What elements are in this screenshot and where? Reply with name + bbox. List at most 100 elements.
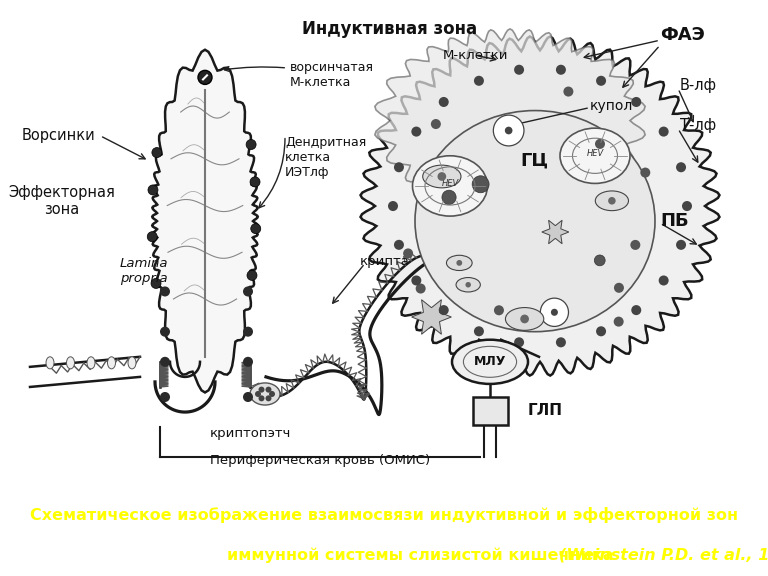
Text: Схематическое изображение взаимосвязи индуктивной и эффекторной зон: Схематическое изображение взаимосвязи ин… [30,507,738,523]
Text: ГЛП: ГЛП [528,403,563,418]
Circle shape [472,176,489,193]
Text: М-клетки: М-клетки [442,49,508,62]
Circle shape [641,168,650,177]
Ellipse shape [560,128,630,183]
Circle shape [520,314,529,323]
Text: крипта: крипта [360,255,410,268]
Ellipse shape [87,357,95,369]
Circle shape [541,298,568,327]
Text: Дендритная
клетка
ИЭТлф: Дендритная клетка ИЭТлф [285,136,366,179]
Circle shape [514,338,524,347]
Circle shape [251,223,261,234]
Circle shape [160,286,170,297]
Circle shape [415,283,425,294]
Polygon shape [360,36,720,376]
Circle shape [595,139,605,149]
Circle shape [614,283,624,293]
Circle shape [456,260,462,266]
Ellipse shape [505,308,544,330]
Ellipse shape [452,340,528,384]
Ellipse shape [446,255,472,271]
Circle shape [596,76,606,86]
Text: ГЦ: ГЦ [520,152,548,170]
Circle shape [243,392,253,402]
Circle shape [442,190,456,204]
Text: Эффекторная
зона: Эффекторная зона [8,185,115,217]
Circle shape [596,326,606,336]
Text: криптопэтч: криптопэтч [210,427,290,440]
Circle shape [198,70,212,85]
Circle shape [403,248,413,259]
Circle shape [394,240,404,250]
Circle shape [152,147,162,158]
Circle shape [614,317,624,327]
Ellipse shape [108,357,115,369]
Circle shape [243,357,253,367]
Circle shape [493,115,524,146]
Circle shape [259,386,264,393]
Ellipse shape [412,156,488,216]
Circle shape [394,162,404,172]
Text: ворсинчатая
М-клетка: ворсинчатая М-клетка [224,62,374,89]
Circle shape [148,185,158,195]
Text: ПБ: ПБ [660,212,689,230]
Circle shape [659,127,669,137]
Circle shape [608,197,616,204]
Circle shape [514,65,524,75]
Ellipse shape [250,383,280,405]
Polygon shape [472,397,508,425]
Circle shape [266,395,272,401]
Circle shape [160,327,170,337]
Circle shape [474,326,484,336]
Ellipse shape [422,165,461,188]
Circle shape [631,305,641,315]
Circle shape [259,395,264,401]
Circle shape [551,309,558,316]
Text: ФАЭ: ФАЭ [660,26,705,44]
Ellipse shape [128,357,136,369]
Circle shape [505,127,512,134]
Circle shape [556,338,566,347]
Circle shape [564,86,574,97]
Circle shape [243,286,253,297]
Text: Lamina
propria: Lamina propria [120,257,168,285]
Circle shape [431,119,441,129]
Circle shape [439,97,449,107]
Text: МЛУ: МЛУ [474,355,506,368]
Ellipse shape [456,278,480,292]
Circle shape [494,305,504,315]
Circle shape [682,201,692,211]
Circle shape [439,305,449,315]
Text: Ворсинки: Ворсинки [22,128,96,143]
Ellipse shape [46,357,54,369]
Text: (Weinstein P.D. et al., 1991): (Weinstein P.D. et al., 1991) [559,548,768,563]
Circle shape [474,76,484,86]
Text: HEV: HEV [442,180,458,188]
Circle shape [266,386,272,393]
Text: Индуктивная зона: Индуктивная зона [303,20,478,38]
Text: В-лф: В-лф [680,78,717,93]
Circle shape [388,201,398,211]
Circle shape [160,357,170,367]
Text: Т-лф: Т-лф [680,118,716,133]
Text: иммунной системы слизистой кишечника: иммунной системы слизистой кишечника [227,547,619,563]
Polygon shape [542,220,569,244]
Polygon shape [412,300,452,334]
Circle shape [465,282,471,287]
Polygon shape [152,50,258,392]
Circle shape [151,278,161,289]
Circle shape [631,240,641,250]
Ellipse shape [595,191,628,211]
Circle shape [147,232,157,242]
Circle shape [659,275,669,286]
Circle shape [676,240,686,250]
Circle shape [269,391,275,397]
Circle shape [556,65,566,75]
Circle shape [676,162,686,172]
Text: Периферическая кровь (ОМИС): Периферическая кровь (ОМИС) [210,454,430,467]
Circle shape [247,270,257,281]
Circle shape [412,275,422,286]
Text: купол: купол [590,98,634,112]
Circle shape [255,391,261,397]
Circle shape [243,327,253,337]
